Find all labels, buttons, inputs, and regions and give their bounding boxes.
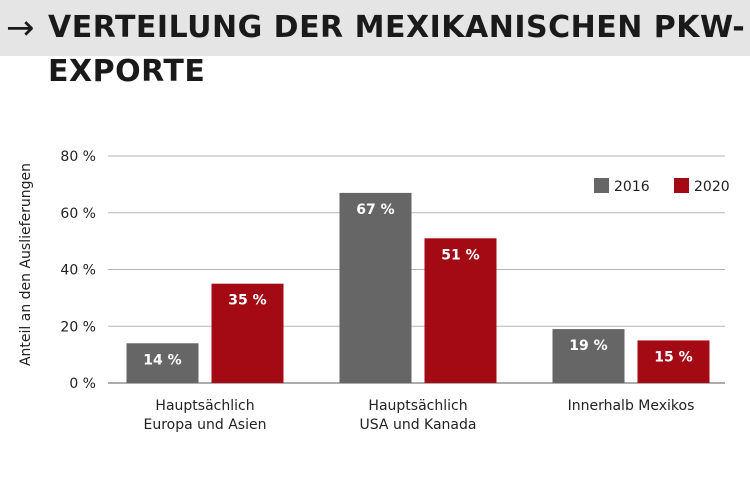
header-bar: → VERTEILUNG DER MEXIKANISCHEN PKW-EXPOR… (0, 0, 750, 89)
bar (126, 343, 199, 383)
data-label: 51 % (441, 247, 479, 263)
data-label: 67 % (356, 202, 394, 218)
data-label: 19 % (569, 338, 607, 354)
arrow-right-icon: → (6, 8, 35, 48)
legend-swatch (594, 178, 609, 193)
y-tick-label: 60 % (60, 206, 96, 222)
legend-swatch (674, 178, 689, 193)
bar (552, 329, 625, 383)
legend-label: 2016 (614, 179, 650, 195)
legend-label: 2020 (694, 179, 730, 195)
page-title: VERTEILUNG DER MEXIKANISCHEN PKW-EXPORTE (48, 10, 746, 89)
x-tick-label: Europa und Asien (144, 417, 267, 433)
x-tick-label: Hauptsächlich (368, 398, 467, 414)
x-tick-label: Innerhalb Mexikos (568, 398, 695, 414)
data-label: 15 % (654, 349, 692, 365)
y-axis-label: Anteil an den Auslieferungen (18, 163, 34, 366)
bar (637, 340, 710, 383)
data-label: 14 % (143, 352, 181, 368)
y-tick-label: 40 % (60, 263, 96, 279)
bar (424, 238, 497, 383)
bar (339, 192, 412, 383)
data-label: 35 % (228, 293, 266, 309)
bar (211, 283, 284, 383)
x-tick-label: USA und Kanada (360, 417, 477, 433)
y-tick-label: 0 % (69, 376, 96, 392)
y-tick-label: 80 % (60, 149, 96, 165)
x-tick-label: Hauptsächlich (155, 398, 254, 414)
y-tick-label: 20 % (60, 319, 96, 335)
